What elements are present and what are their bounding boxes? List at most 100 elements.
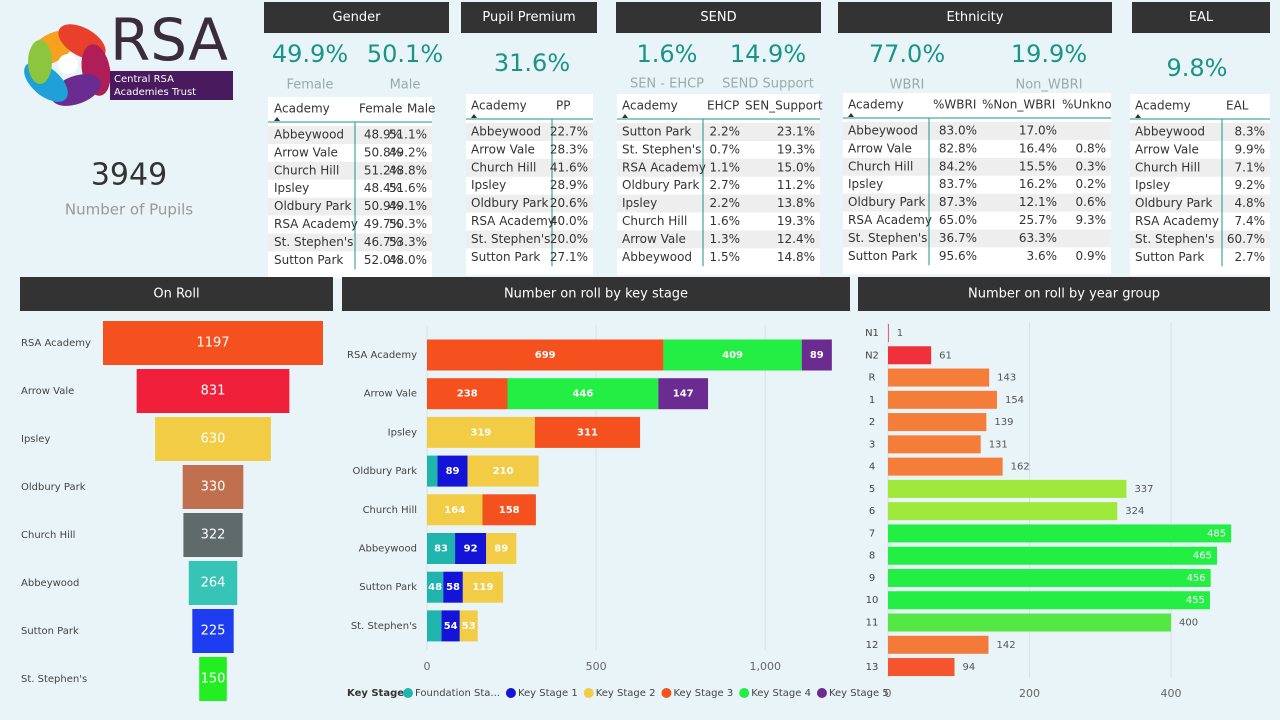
panel-title: Number on roll by year group bbox=[968, 287, 1160, 302]
table-cell: 0.8% bbox=[1076, 141, 1107, 155]
table-cell: 11.2% bbox=[777, 178, 815, 192]
table-cell: 40.0% bbox=[550, 214, 588, 228]
table-row-bg bbox=[1130, 158, 1270, 177]
table-cell: 53.3% bbox=[389, 235, 427, 249]
data-label: 311 bbox=[577, 427, 598, 438]
bar bbox=[888, 635, 989, 654]
funnel-bar bbox=[188, 561, 238, 605]
category-label: 5 bbox=[869, 484, 875, 495]
table-cell: 51.6% bbox=[389, 181, 427, 195]
panel-header bbox=[264, 2, 449, 33]
panel-title: Ethnicity bbox=[947, 10, 1004, 25]
table-cell: 2.2% bbox=[710, 125, 741, 139]
table-cell: RSA Academy bbox=[274, 217, 358, 231]
table-cell: 50.3% bbox=[389, 217, 427, 231]
x-tick-label: 200 bbox=[1019, 687, 1040, 700]
table-cell: Sutton Park bbox=[622, 125, 691, 139]
table-header: %WBRI bbox=[933, 98, 976, 112]
bar bbox=[888, 413, 987, 432]
bar-segment bbox=[427, 610, 442, 642]
table-cell: 9.2% bbox=[1235, 178, 1266, 192]
table-header: EHCP bbox=[707, 99, 739, 113]
table-cell: 12.4% bbox=[777, 232, 815, 246]
table-cell: Church Hill bbox=[848, 159, 913, 173]
table-header: %Non_WBRI bbox=[982, 98, 1055, 112]
table-header: PP bbox=[556, 99, 570, 113]
table-cell: 15.5% bbox=[1019, 159, 1057, 173]
table-row-bg bbox=[843, 157, 1111, 176]
bar-segment bbox=[482, 494, 536, 526]
legend-swatch bbox=[816, 688, 827, 698]
data-label: 456 bbox=[1187, 573, 1206, 584]
table-cell: 22.7% bbox=[550, 125, 588, 139]
table-cell: RSA Academy bbox=[848, 213, 932, 227]
category-label: 10 bbox=[866, 595, 879, 606]
data-label: 337 bbox=[1134, 484, 1153, 495]
stat-value: 31.6% bbox=[494, 49, 570, 77]
table-cell: 27.1% bbox=[550, 250, 588, 264]
panel-title: Number on roll by key stage bbox=[504, 287, 688, 302]
stat-label: Female bbox=[286, 78, 333, 93]
data-label: 89 bbox=[810, 350, 824, 361]
category-label: 4 bbox=[869, 462, 875, 473]
data-label: 139 bbox=[994, 417, 1013, 428]
data-label: 48 bbox=[428, 582, 442, 593]
table-cell: 41.6% bbox=[550, 160, 588, 174]
table-cell: Sutton Park bbox=[1135, 250, 1204, 264]
data-label: 94 bbox=[963, 662, 976, 673]
table-cell: 52.0% bbox=[364, 253, 402, 267]
data-label: 131 bbox=[989, 439, 1008, 450]
table-cell: 65.0% bbox=[939, 213, 977, 227]
table-header: Female bbox=[359, 102, 402, 116]
legend-label: Key Stage 3 bbox=[673, 688, 733, 699]
table-cell: 0.3% bbox=[1076, 159, 1107, 173]
data-label: 154 bbox=[1005, 395, 1024, 406]
bar bbox=[888, 435, 981, 454]
stat-label: WBRI bbox=[890, 78, 925, 93]
legend-swatch bbox=[583, 688, 594, 698]
category-label: 6 bbox=[869, 506, 875, 517]
table-cell: Arrow Vale bbox=[471, 142, 535, 156]
table-cell: 9.9% bbox=[1235, 142, 1266, 156]
data-label: 264 bbox=[201, 576, 226, 591]
data-label: 143 bbox=[997, 373, 1016, 384]
panel-title: Gender bbox=[333, 10, 382, 25]
bar bbox=[888, 346, 932, 365]
stat-value: 77.0% bbox=[869, 40, 945, 68]
bar-segment bbox=[427, 455, 438, 487]
table-cell: 84.2% bbox=[939, 159, 977, 173]
bar-segment bbox=[437, 455, 468, 487]
table-row-bg bbox=[268, 161, 432, 180]
stat-label: SEN - EHCP bbox=[630, 77, 704, 92]
category-label: Arrow Vale bbox=[21, 386, 74, 397]
kpi-label: Number of Pupils bbox=[65, 201, 193, 219]
data-label: 54 bbox=[444, 621, 458, 632]
data-label: 446 bbox=[572, 389, 593, 400]
legend-label: Key Stage 4 bbox=[751, 688, 811, 699]
table-cell: Arrow Vale bbox=[274, 145, 338, 159]
bar-segment bbox=[462, 571, 504, 603]
category-label: 11 bbox=[866, 618, 879, 629]
data-label: 92 bbox=[464, 544, 478, 555]
sort-indicator bbox=[471, 114, 477, 118]
data-label: 61 bbox=[939, 350, 952, 361]
table-cell: 1.1% bbox=[710, 160, 741, 174]
bar bbox=[888, 457, 1003, 476]
data-label: 238 bbox=[457, 389, 478, 400]
table-cell: 48.9% bbox=[364, 128, 402, 142]
data-label: 53 bbox=[462, 621, 476, 632]
table-cell: 4.8% bbox=[1235, 196, 1266, 210]
bar-segment bbox=[455, 533, 487, 564]
bar-segment bbox=[427, 416, 535, 448]
table-header: SEN_Support bbox=[745, 99, 823, 113]
bar bbox=[888, 568, 1211, 587]
table-cell: Abbeywood bbox=[848, 124, 918, 138]
funnel-bar bbox=[192, 609, 234, 653]
table-cell: 12.1% bbox=[1019, 195, 1057, 209]
data-label: 831 bbox=[201, 384, 226, 399]
table-cell: 51.1% bbox=[389, 128, 427, 142]
data-label: 630 bbox=[201, 432, 226, 447]
table-row-bg bbox=[268, 233, 432, 252]
logo-flower bbox=[24, 24, 111, 106]
data-label: 465 bbox=[1193, 551, 1212, 562]
